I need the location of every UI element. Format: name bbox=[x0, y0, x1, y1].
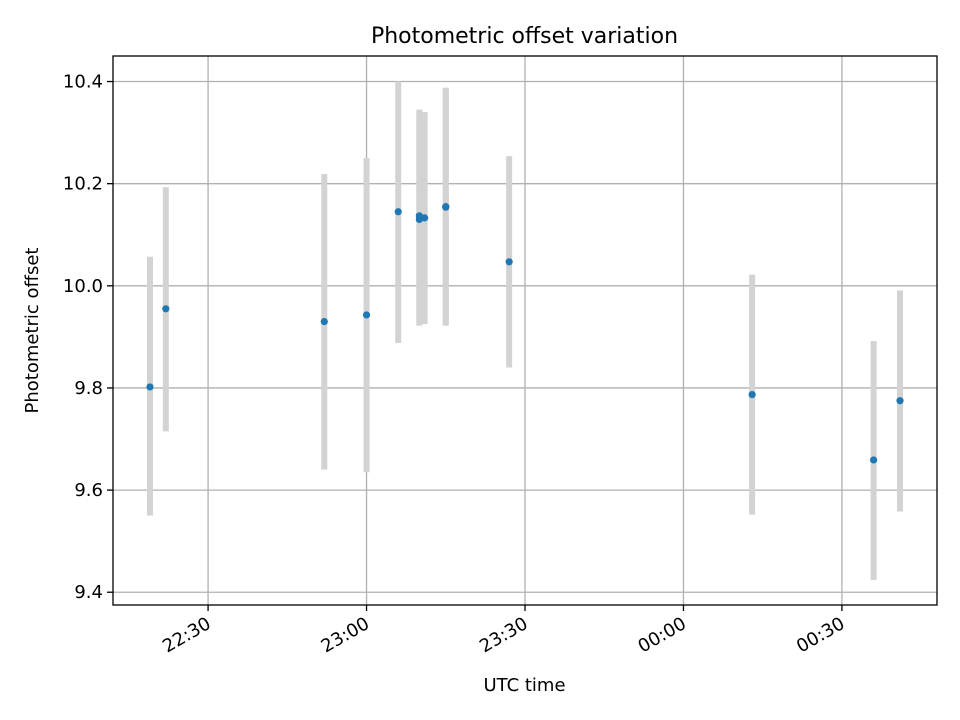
y-tick-label: 9.4 bbox=[74, 582, 103, 603]
data-point bbox=[162, 305, 170, 313]
y-tick-label: 9.6 bbox=[74, 480, 103, 501]
y-tick-label: 10.0 bbox=[63, 276, 103, 297]
data-point bbox=[421, 214, 429, 222]
x-axis-ticks: 22:30 23:00 23:30 00:00 00:30 bbox=[159, 605, 848, 657]
data-points bbox=[146, 203, 904, 464]
data-point bbox=[748, 390, 756, 399]
data-point bbox=[394, 208, 402, 216]
y-tick-label: 10.4 bbox=[63, 72, 103, 93]
y-tick-label: 9.8 bbox=[74, 378, 103, 399]
x-tick-label: 00:30 bbox=[793, 613, 848, 657]
chart-title: Photometric offset variation bbox=[371, 24, 678, 49]
data-point bbox=[896, 397, 904, 405]
y-axis-ticks: 9.4 9.6 9.8 10.0 10.2 10.4 bbox=[63, 72, 113, 603]
grid-lines bbox=[113, 56, 937, 605]
data-point bbox=[505, 258, 513, 266]
data-point bbox=[320, 317, 328, 326]
data-point bbox=[362, 311, 371, 319]
data-point bbox=[146, 383, 154, 391]
x-axis-label: UTC time bbox=[483, 675, 565, 696]
x-tick-label: 00:00 bbox=[635, 613, 690, 657]
x-tick-label: 23:30 bbox=[476, 613, 531, 657]
x-tick-label: 23:00 bbox=[318, 613, 373, 657]
x-tick-label: 22:30 bbox=[159, 613, 214, 657]
y-axis-label: Photometric offset bbox=[22, 248, 43, 414]
data-point bbox=[870, 456, 878, 464]
y-tick-label: 10.2 bbox=[63, 174, 103, 195]
data-point bbox=[442, 203, 450, 211]
